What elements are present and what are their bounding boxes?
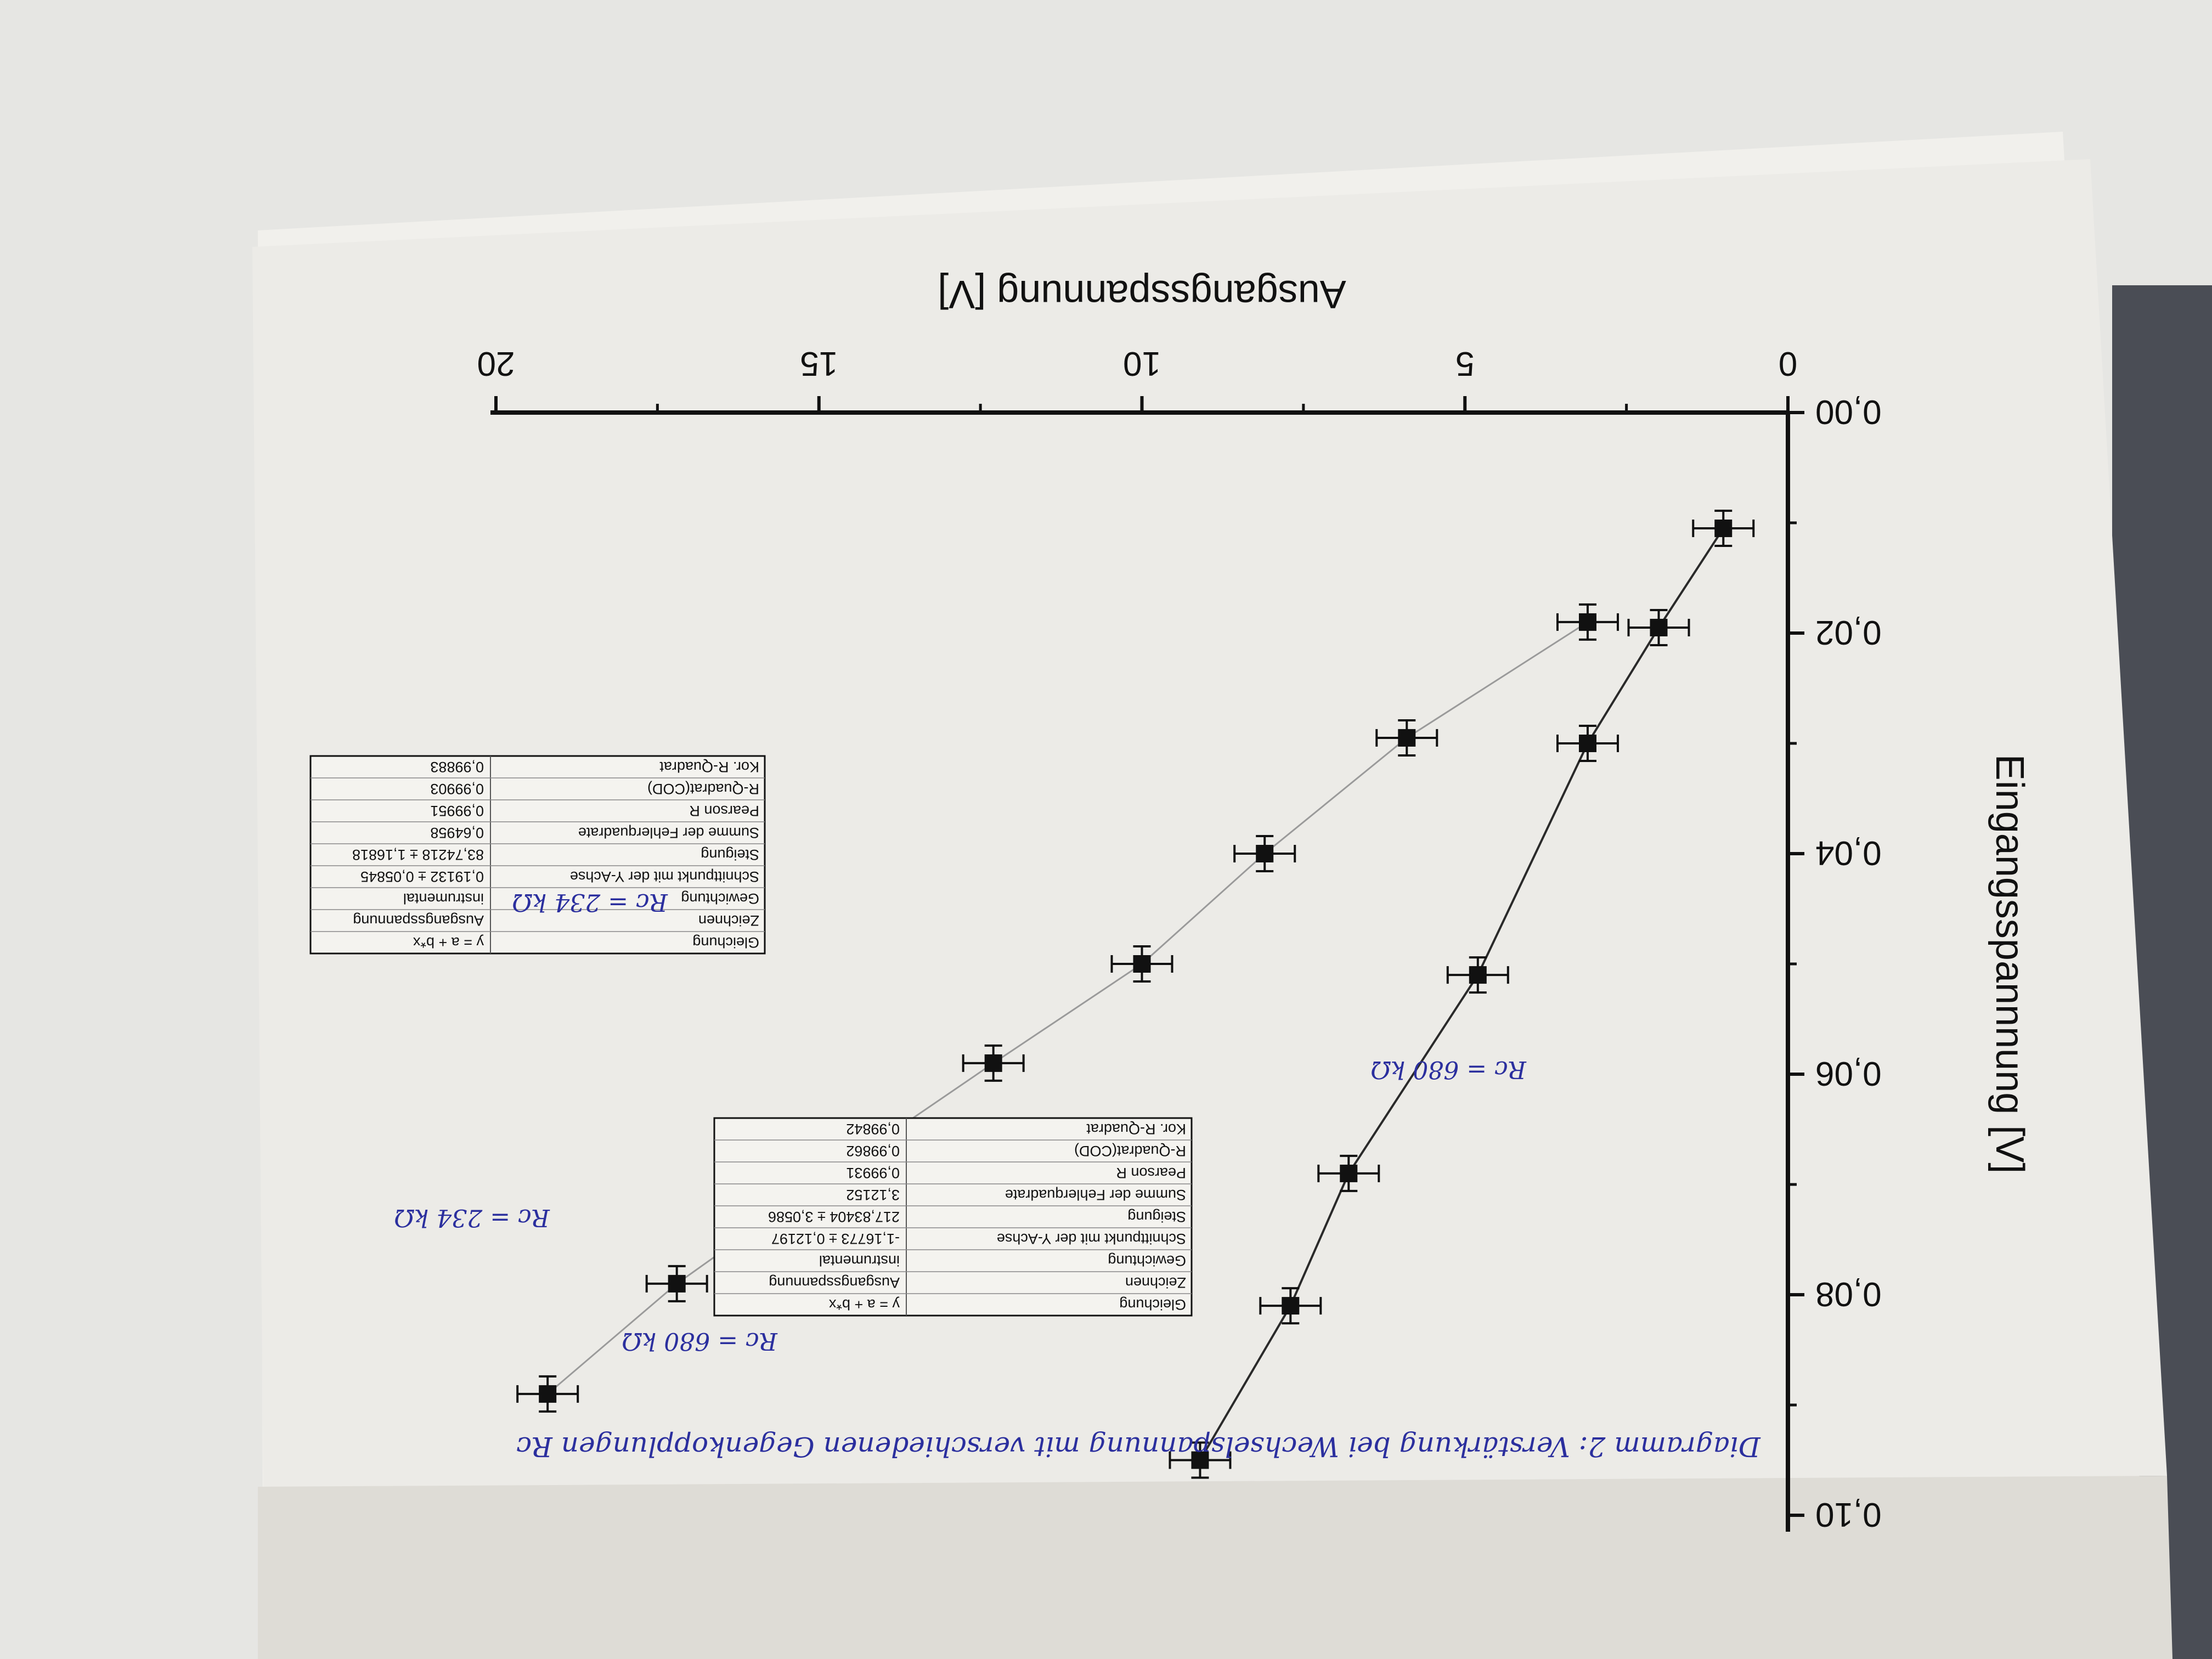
fit-table-value: y = a + b*x xyxy=(828,1296,900,1313)
fit-table-1: Gleichung y = a + b*x Zeichnen Ausgangsspan… xyxy=(713,1117,1193,1317)
data-point xyxy=(1233,835,1296,872)
fit-table-value: 0,19132 ± 0,05845 xyxy=(360,868,484,885)
fit-table-key: Kor. R-Quadrat xyxy=(1086,1121,1186,1137)
fit-table-key: Gleichung xyxy=(692,934,759,951)
fit-table-key: Pearson R xyxy=(689,803,759,819)
fit-table-value: Ausgangsspannung xyxy=(353,912,484,929)
fit-table-key: Schnittpunkt mit der Y-Achse xyxy=(997,1231,1186,1247)
fit-table-key: Zeichnen xyxy=(1125,1274,1186,1291)
fit-table-value: 83,74218 ± 1,16818 xyxy=(352,847,484,863)
fit-table-key: Gewichtung xyxy=(1108,1252,1186,1269)
fit-table-value: 0,99903 xyxy=(430,781,484,797)
label-680-b: Rᴄ = 680 kΩ xyxy=(1370,1056,1527,1084)
fit-table-value: instrumental xyxy=(403,890,484,907)
x-tick-label: 0 xyxy=(1779,345,1797,382)
handwritten-annotations: Diagramm 2: Verstärkung bei Wechselspann… xyxy=(394,888,1761,1463)
y-tick-label: 0,04 xyxy=(1815,834,1882,872)
fit-table-key: Gewichtung xyxy=(681,890,759,907)
chart: 0 5 10 15 20 0,00 0,02 0,04 0,06 0,08 0,10 Ausgang… xyxy=(309,272,2032,1533)
fit-table-value: 0,99951 xyxy=(430,803,484,819)
data-point xyxy=(1556,725,1619,762)
x-tick-label: 15 xyxy=(800,345,838,382)
x-tick-label: 10 xyxy=(1123,345,1161,382)
tick-labels: 0 5 10 15 20 0,00 0,02 0,04 0,06 0,08 0,10 xyxy=(477,345,1882,1533)
data-point xyxy=(962,1044,1025,1082)
fit-table-key: R-Quadrat(COD) xyxy=(647,781,759,797)
data-point xyxy=(1259,1287,1322,1325)
fit-table-value: -1,16773 ± 0,12197 xyxy=(771,1231,900,1247)
label-680-a: Rᴄ = 680 kΩ xyxy=(622,1327,778,1355)
data-point xyxy=(516,1375,579,1413)
fit-table-key: Gleichung xyxy=(1119,1296,1186,1313)
fit-table-key: Kor. R-Quadrat xyxy=(659,759,759,775)
data-point xyxy=(1169,1441,1232,1479)
y-tick-label: 0,06 xyxy=(1815,1054,1882,1092)
data-point xyxy=(1317,1154,1380,1192)
fit-table-key: Pearson R xyxy=(1116,1165,1186,1181)
caption-text: Diagramm 2: Verstärkung bei Wechselspann… xyxy=(516,1431,1761,1463)
y-tick-label: 0,08 xyxy=(1815,1275,1882,1313)
fit-table-key: Summe der Fehlerquadrate xyxy=(578,825,759,841)
fit-table-value: y = a + b*x xyxy=(413,934,484,951)
x-axis-title: Ausgangsspannung [V] xyxy=(938,272,1346,316)
fit-table-key: Steigung xyxy=(701,847,759,863)
fit-table-key: Summe der Fehlerquadrate xyxy=(1005,1187,1186,1203)
data-point xyxy=(1692,510,1755,548)
fit-table-key: Zeichnen xyxy=(698,912,759,929)
label-234-a: Rᴄ = 234 kΩ xyxy=(394,1204,550,1232)
y-tick-label: 0,00 xyxy=(1815,393,1882,431)
chart-axes xyxy=(490,396,1804,1532)
fit-tables: Gleichung y = a + b*x Zeichnen Ausgangsspan… xyxy=(309,755,1193,1317)
fit-table-value: Ausgangsspannung xyxy=(769,1274,900,1291)
fit-table-value: 0,99842 xyxy=(846,1121,900,1137)
y-tick-label: 0,02 xyxy=(1815,613,1882,651)
fit-table-key: Steigung xyxy=(1127,1209,1186,1225)
fit-table-value: 217,83404 ± 3,0586 xyxy=(768,1209,900,1225)
axis-titles: Ausgangsspannung [V] Eingangsspannnung [V… xyxy=(938,272,2032,1173)
fit-table-value: 0,99862 xyxy=(846,1143,900,1159)
data-point xyxy=(1110,945,1173,983)
fit-table-2: Gleichung y = a + b*x Zeichnen Ausgangsspan… xyxy=(309,755,766,955)
fit-line-2 xyxy=(547,621,1588,1395)
fit-table-value: 0,99931 xyxy=(846,1165,900,1181)
fit-table-value: instrumental xyxy=(819,1252,900,1269)
data-point xyxy=(1446,956,1509,994)
y-axis-title: Eingangsspannnung [V] xyxy=(1988,754,2032,1174)
x-tick-label: 5 xyxy=(1455,345,1474,382)
data-point xyxy=(1375,719,1438,757)
data-point xyxy=(1627,608,1690,646)
label-234-b: Rᴄ = 234 kΩ xyxy=(512,888,668,916)
fit-table-key: Schnittpunkt mit der Y-Achse xyxy=(570,868,759,885)
fit-table-value: 0,99883 xyxy=(430,759,484,775)
data-point xyxy=(645,1265,708,1302)
fit-table-key: R-Quadrat(COD) xyxy=(1074,1143,1186,1159)
x-tick-label: 20 xyxy=(477,345,515,382)
data-point xyxy=(1556,603,1619,641)
fit-table-value: 3,12152 xyxy=(846,1187,900,1203)
lower-sheet xyxy=(258,1476,2172,1659)
y-tick-label: 0,10 xyxy=(1815,1496,1882,1533)
fit-table-value: 0,64958 xyxy=(430,825,484,841)
